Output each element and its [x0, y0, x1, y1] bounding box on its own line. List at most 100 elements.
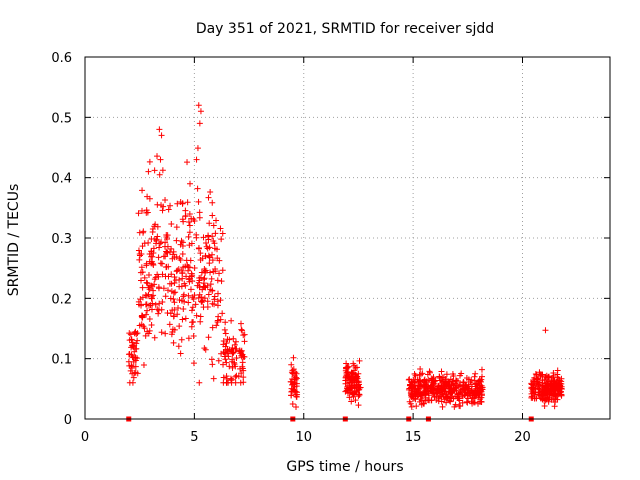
data-point	[447, 385, 454, 392]
data-point	[158, 202, 165, 209]
data-point	[188, 273, 195, 280]
data-point	[417, 371, 424, 378]
data-point	[452, 377, 459, 384]
data-point	[125, 358, 132, 365]
data-point	[239, 365, 246, 372]
data-point	[208, 275, 215, 282]
data-point	[195, 198, 202, 205]
data-point	[209, 233, 216, 240]
data-point	[545, 394, 552, 401]
data-point	[196, 284, 203, 291]
data-point	[542, 327, 549, 334]
data-point	[197, 108, 204, 115]
data-point	[225, 353, 232, 360]
data-point	[152, 301, 159, 308]
y-tick-label: 0.1	[51, 353, 72, 368]
data-point	[536, 369, 543, 376]
data-point	[186, 211, 193, 218]
data-point	[451, 380, 458, 387]
data-point	[211, 293, 218, 300]
data-point	[192, 301, 199, 308]
data-point	[207, 281, 214, 288]
data-point	[407, 400, 414, 407]
y-tick-label: 0.4	[51, 172, 72, 187]
data-point	[201, 275, 208, 282]
data-point	[478, 388, 485, 395]
data-point	[209, 212, 216, 219]
data-point	[139, 187, 146, 194]
y-axis-label: SRMTID / TECUs	[6, 184, 22, 297]
data-point	[415, 385, 422, 392]
data-point	[170, 313, 177, 320]
data-point	[230, 335, 237, 342]
data-point	[232, 363, 239, 370]
x-tick-label: 20	[514, 430, 531, 445]
data-point	[542, 395, 549, 402]
data-point	[168, 245, 175, 252]
data-point	[460, 379, 467, 386]
data-point	[162, 293, 169, 300]
data-point	[182, 207, 189, 214]
data-point	[173, 237, 180, 244]
data-point	[213, 246, 220, 253]
data-point	[172, 277, 179, 284]
data-point	[197, 256, 204, 263]
data-point	[167, 295, 174, 302]
data-point	[127, 331, 134, 338]
data-point	[185, 292, 192, 299]
data-point	[551, 403, 558, 410]
data-point	[352, 371, 359, 378]
data-point	[287, 378, 294, 385]
data-point	[232, 338, 239, 345]
axes: 0 5 10 15 20 0 0.1 0.2 0.3 0.4 0.5 0.6	[51, 51, 611, 445]
data-point	[241, 331, 248, 338]
data-point	[210, 375, 217, 382]
data-point	[168, 220, 175, 227]
data-point	[233, 355, 240, 362]
data-point	[171, 273, 178, 280]
data-point	[148, 253, 155, 260]
data-point	[185, 219, 192, 226]
data-point	[288, 392, 295, 399]
data-point	[142, 332, 149, 339]
x-axis-label: GPS time / hours	[286, 459, 403, 475]
data-point	[146, 315, 153, 322]
data-point	[155, 307, 162, 314]
data-point	[143, 292, 150, 299]
data-point	[289, 400, 296, 407]
data-point	[542, 380, 549, 387]
data-point	[148, 306, 155, 313]
data-point	[173, 224, 180, 231]
data-point	[214, 302, 221, 309]
data-point	[136, 251, 143, 258]
data-point	[126, 330, 133, 337]
data-point	[469, 387, 476, 394]
data-point	[197, 250, 204, 257]
y-tick-label: 0.6	[51, 51, 72, 66]
data-point	[553, 385, 560, 392]
data-point	[202, 253, 209, 260]
data-point	[164, 232, 171, 239]
data-point	[223, 340, 230, 347]
data-point	[196, 214, 203, 221]
data-point	[437, 393, 444, 400]
data-point	[166, 321, 173, 328]
data-point	[426, 368, 433, 375]
data-point	[534, 376, 541, 383]
data-point	[206, 220, 213, 227]
data-point	[232, 379, 239, 386]
data-point	[477, 396, 484, 403]
data-point	[202, 240, 209, 247]
data-point	[439, 403, 446, 410]
data-point	[189, 294, 196, 301]
data-point	[342, 373, 349, 380]
data-point	[187, 180, 193, 187]
data-point	[147, 302, 154, 309]
data-point	[140, 229, 147, 236]
data-point	[194, 145, 201, 152]
data-point	[534, 376, 541, 383]
x-tick-label: 10	[295, 430, 312, 445]
data-point	[456, 381, 463, 388]
data-point	[470, 399, 477, 406]
data-point	[232, 373, 239, 380]
